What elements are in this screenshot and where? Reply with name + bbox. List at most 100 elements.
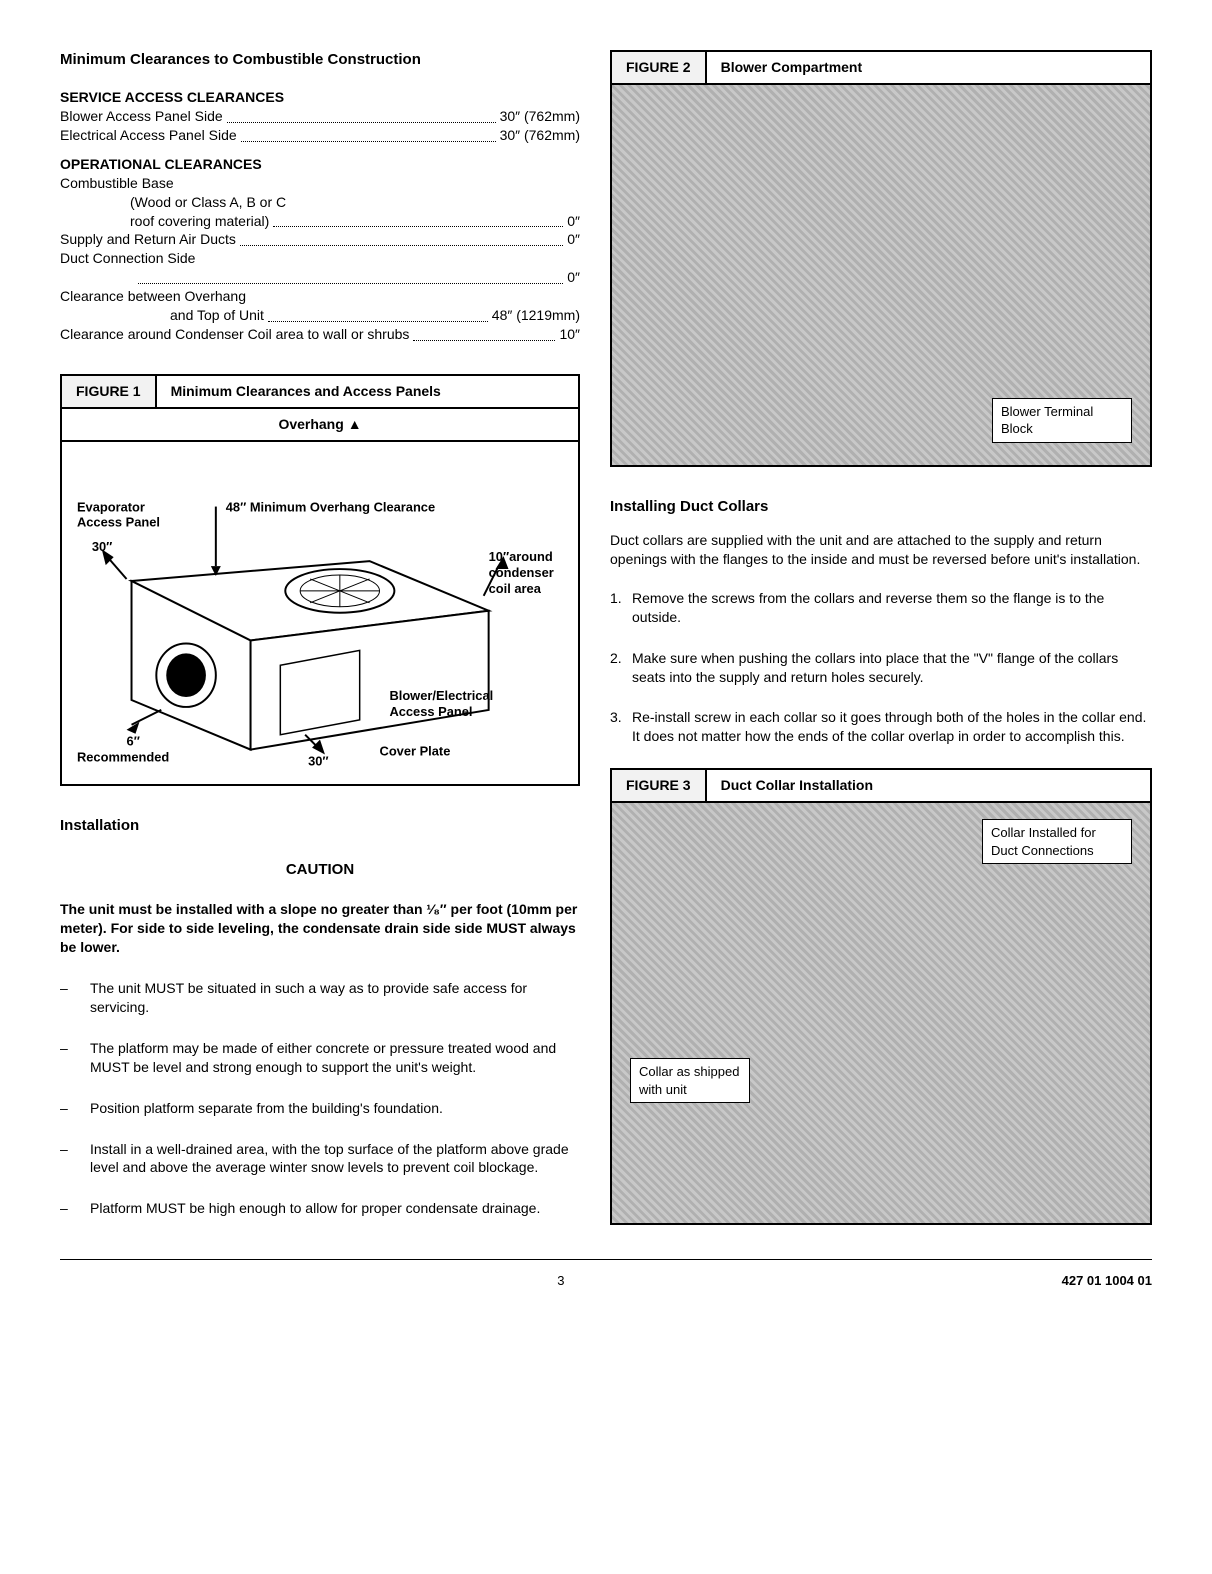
svg-text:48″ Minimum Overhang Clearance: 48″ Minimum Overhang Clearance	[226, 499, 435, 514]
combustible-base-sub1: (Wood or Class A, B or C	[60, 193, 580, 212]
clearance-row: and Top of Unit 48″ (1219mm)	[60, 306, 580, 325]
clearance-value: 0″	[567, 212, 580, 231]
svg-text:coil area: coil area	[489, 580, 542, 595]
clearance-row: roof covering material) 0″	[60, 212, 580, 231]
list-item: 2.Make sure when pushing the collars int…	[610, 649, 1152, 687]
figure-header: FIGURE 2 Blower Compartment	[612, 52, 1150, 85]
dash-icon: –	[60, 1099, 90, 1118]
page-number: 3	[557, 1272, 564, 1290]
dash-icon: –	[60, 979, 90, 1017]
caution-text: The unit must be installed with a slope …	[60, 900, 580, 957]
step-number: 2.	[610, 649, 632, 687]
figure1-overhang-header: Overhang ▲	[62, 409, 578, 442]
figure2-photo: Blower Terminal Block	[612, 85, 1150, 465]
figure-badge: FIGURE 1	[62, 376, 157, 407]
figure-header: FIGURE 3 Duct Collar Installation	[612, 770, 1150, 803]
duct-collars-heading: Installing Duct Collars	[610, 497, 1152, 517]
step-number: 1.	[610, 589, 632, 627]
clearance-label: Blower Access Panel Side	[60, 107, 223, 126]
list-item: –Platform MUST be high enough to allow f…	[60, 1199, 580, 1218]
clearances-title: Minimum Clearances to Combustible Constr…	[60, 50, 580, 70]
installation-heading: Installation	[60, 816, 580, 836]
operational-heading: OPERATIONAL CLEARANCES	[60, 155, 580, 174]
spacer	[60, 268, 134, 287]
clearance-list: SERVICE ACCESS CLEARANCES Blower Access …	[60, 88, 580, 344]
dots	[240, 230, 563, 246]
figure2-callout: Blower Terminal Block	[992, 398, 1132, 443]
figure3-callout-right: Collar Installed for Duct Connections	[982, 819, 1132, 864]
overhang-label: Clearance between Overhang	[60, 287, 580, 306]
clearance-value: 10″	[559, 325, 580, 344]
duct-steps: 1.Remove the screws from the collars and…	[610, 589, 1152, 746]
list-item: –The platform may be made of either conc…	[60, 1039, 580, 1077]
dots	[268, 306, 488, 322]
overhang-sub: and Top of Unit	[60, 306, 264, 325]
dots	[413, 325, 555, 341]
arrow-up-icon: ▲	[348, 416, 362, 432]
clearance-value: 0″	[567, 268, 580, 287]
svg-text:Recommended: Recommended	[77, 749, 169, 764]
list-item: 1.Remove the screws from the collars and…	[610, 589, 1152, 627]
dash-icon: –	[60, 1140, 90, 1178]
figure-header: FIGURE 1 Minimum Clearances and Access P…	[62, 376, 578, 409]
svg-text:Cover Plate: Cover Plate	[380, 743, 451, 758]
figure-2: FIGURE 2 Blower Compartment Blower Termi…	[610, 50, 1152, 467]
clearance-value: 30″ (762mm)	[500, 107, 580, 126]
svg-text:condenser: condenser	[489, 565, 554, 580]
dots	[138, 268, 563, 284]
svg-text:6″: 6″	[127, 733, 140, 748]
duct-side-label: Duct Connection Side	[60, 249, 580, 268]
clearance-value: 0″	[567, 230, 580, 249]
figure-title: Blower Compartment	[707, 52, 877, 83]
clearance-label: Clearance around Condenser Coil area to …	[60, 325, 409, 344]
footer-rule	[60, 1259, 1152, 1260]
dots	[241, 126, 496, 142]
list-item: –Position platform separate from the bui…	[60, 1099, 580, 1118]
svg-text:Blower/Electrical: Blower/Electrical	[389, 688, 493, 703]
svg-text:Access Panel: Access Panel	[389, 703, 472, 718]
clearance-row: Electrical Access Panel Side 30″ (762mm)	[60, 126, 580, 145]
clearance-row: Clearance around Condenser Coil area to …	[60, 325, 580, 344]
figure-title: Minimum Clearances and Access Panels	[157, 376, 455, 407]
left-column: Minimum Clearances to Combustible Constr…	[60, 50, 580, 1255]
clearance-label: Supply and Return Air Ducts	[60, 230, 236, 249]
caution-heading: CAUTION	[60, 860, 580, 880]
svg-text:Evaporator: Evaporator	[77, 499, 145, 514]
svg-text:30″: 30″	[92, 539, 113, 554]
dots	[227, 107, 496, 123]
duct-intro-text: Duct collars are supplied with the unit …	[610, 531, 1152, 569]
page-columns: Minimum Clearances to Combustible Constr…	[60, 50, 1152, 1255]
figure1-diagram: Evaporator Access Panel 48″ Minimum Over…	[62, 442, 578, 784]
document-number: 427 01 1004 01	[1062, 1272, 1152, 1290]
clearance-row: Blower Access Panel Side 30″ (762mm)	[60, 107, 580, 126]
svg-text:10″around: 10″around	[489, 549, 553, 564]
combustible-base-label: Combustible Base	[60, 174, 580, 193]
step-number: 3.	[610, 708, 632, 746]
clearance-label: Electrical Access Panel Side	[60, 126, 237, 145]
figure3-callout-left: Collar as shipped with unit	[630, 1058, 750, 1103]
list-item: –Install in a well-drained area, with th…	[60, 1140, 580, 1178]
unit-diagram-svg: Evaporator Access Panel 48″ Minimum Over…	[72, 452, 568, 769]
right-column: FIGURE 2 Blower Compartment Blower Termi…	[610, 50, 1152, 1255]
clearance-row: 0″	[60, 268, 580, 287]
svg-text:30″: 30″	[308, 753, 328, 768]
installation-bullets: –The unit MUST be situated in such a way…	[60, 979, 580, 1218]
figure-badge: FIGURE 2	[612, 52, 707, 83]
clearance-value: 30″ (762mm)	[500, 126, 580, 145]
figure-3: FIGURE 3 Duct Collar Installation Collar…	[610, 768, 1152, 1225]
figure-title: Duct Collar Installation	[707, 770, 887, 801]
clearance-row: Supply and Return Air Ducts 0″	[60, 230, 580, 249]
dash-icon: –	[60, 1039, 90, 1077]
svg-text:Access Panel: Access Panel	[77, 514, 160, 529]
list-item: 3.Re-install screw in each collar so it …	[610, 708, 1152, 746]
clearance-value: 48″ (1219mm)	[492, 306, 580, 325]
dash-icon: –	[60, 1199, 90, 1218]
service-heading: SERVICE ACCESS CLEARANCES	[60, 88, 580, 107]
figure3-photo: Collar Installed for Duct Connections Co…	[612, 803, 1150, 1223]
combustible-base-sub2: roof covering material)	[60, 212, 269, 231]
figure-1: FIGURE 1 Minimum Clearances and Access P…	[60, 374, 580, 786]
dots	[273, 212, 563, 228]
figure-badge: FIGURE 3	[612, 770, 707, 801]
page-footer: 3 427 01 1004 01	[60, 1266, 1152, 1290]
list-item: –The unit MUST be situated in such a way…	[60, 979, 580, 1017]
